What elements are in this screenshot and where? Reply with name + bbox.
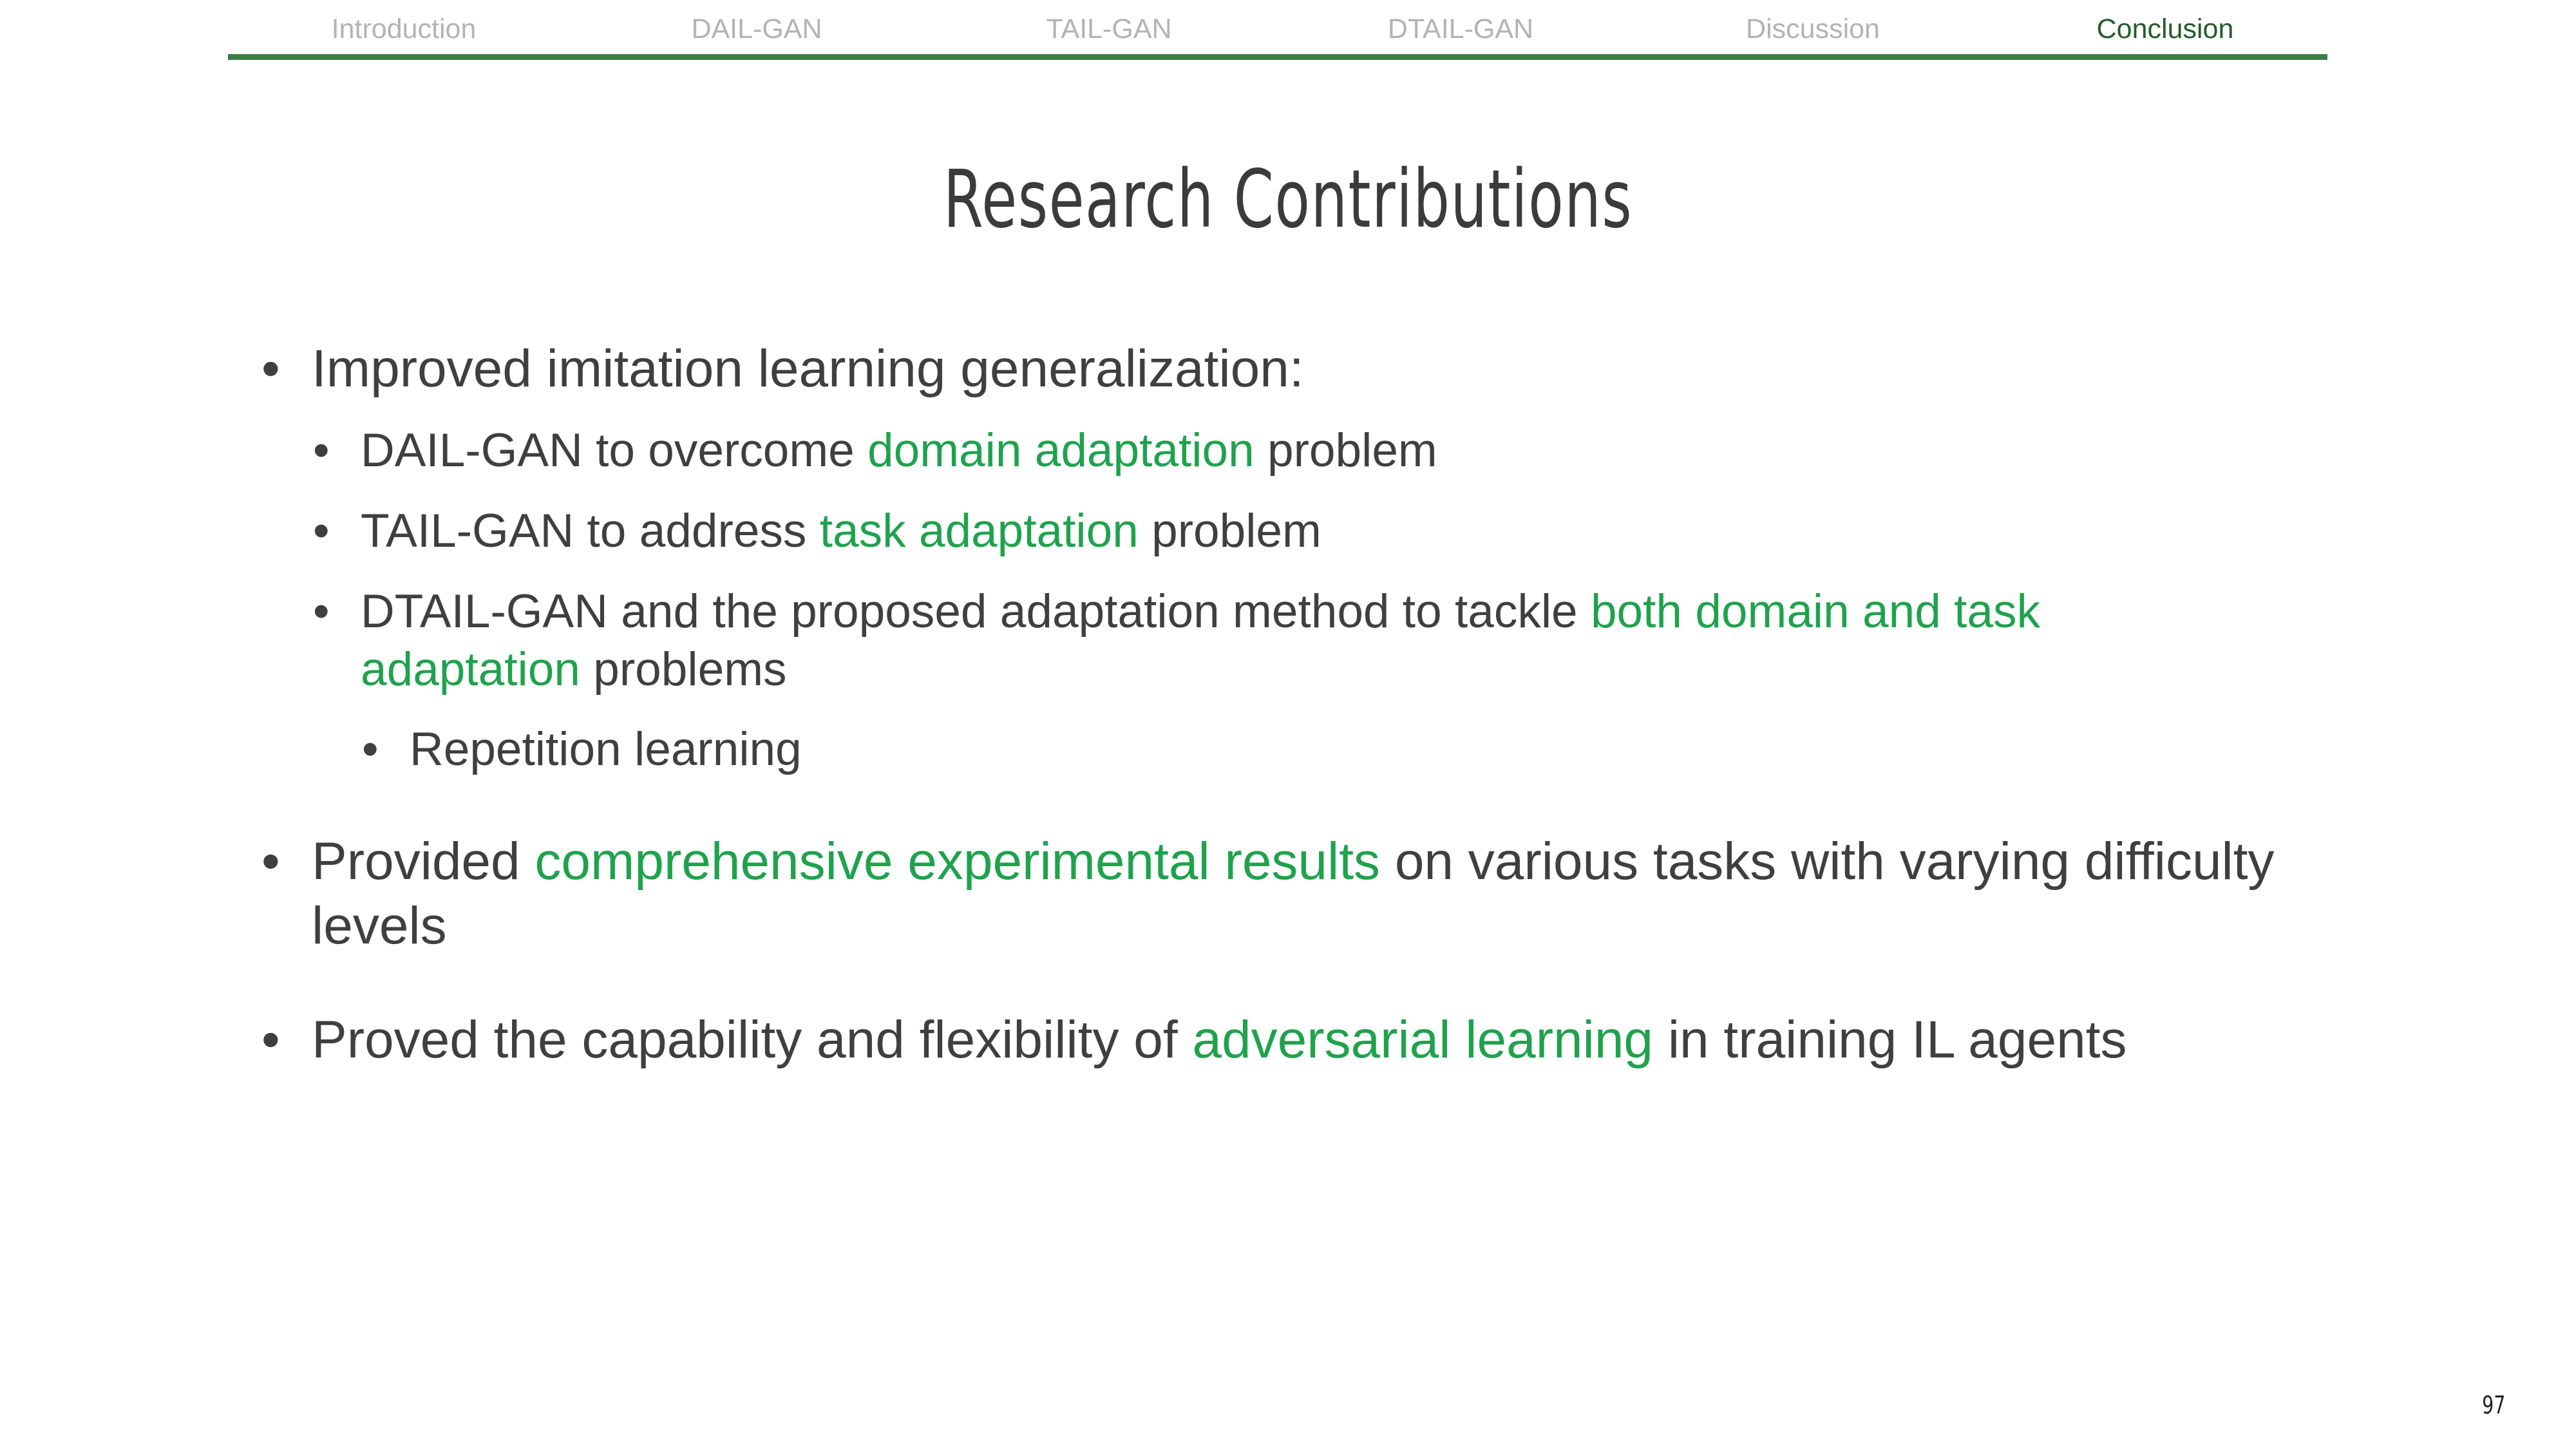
bullet-adversarial-learning: • Proved the capability and flexibility … xyxy=(261,1008,2127,1072)
subbullet-dtail-gan-continued: adaptation problems xyxy=(361,640,787,699)
nav-item-conclusion[interactable]: Conclusion xyxy=(2096,14,2234,44)
bullet-text: Improved imitation learning generalizati… xyxy=(312,339,1304,398)
bullet-text: DTAIL-GAN and the proposed adaptation me… xyxy=(361,585,1591,638)
bullet-dot: • xyxy=(313,424,330,477)
highlight-text: domain adaptation xyxy=(867,424,1255,477)
nav-item-tail-gan[interactable]: TAIL-GAN xyxy=(1046,14,1172,44)
subsubbullet-repetition-learning: • Repetition learning xyxy=(362,720,802,779)
nav-item-dail-gan[interactable]: DAIL-GAN xyxy=(691,14,822,44)
bullet-dot: • xyxy=(362,723,379,775)
highlight-text: adversarial learning xyxy=(1192,1010,1654,1069)
highlight-text: comprehensive experimental results xyxy=(535,832,1381,891)
bullet-text: DAIL-GAN to overcome xyxy=(361,424,868,477)
bullet-dot: • xyxy=(261,339,280,398)
bullet-experimental-results-continued: levels xyxy=(312,894,447,958)
bullet-text: Provided xyxy=(312,832,535,891)
slide-title: Research Contributions xyxy=(943,153,1633,246)
nav-divider xyxy=(228,54,2327,60)
nav-item-dtail-gan[interactable]: DTAIL-GAN xyxy=(1387,14,1534,44)
bullet-generalization: • Improved imitation learning generaliza… xyxy=(261,337,1304,401)
bullet-text: problems xyxy=(580,643,787,696)
bullet-experimental-results: • Provided comprehensive experimental re… xyxy=(261,829,2275,894)
bullet-text: levels xyxy=(312,896,447,955)
bullet-text: TAIL-GAN to address xyxy=(361,505,820,557)
bullet-dot: • xyxy=(261,832,280,891)
page-number: 97 xyxy=(2481,1391,2505,1419)
bullet-text: Proved the capability and flexibility of xyxy=(312,1010,1193,1069)
bullet-text: problem xyxy=(1138,505,1321,557)
bullet-text: in training IL agents xyxy=(1653,1010,2127,1069)
subbullet-dtail-gan: • DTAIL-GAN and the proposed adaptation … xyxy=(313,582,2040,641)
bullet-text: on various tasks with varying difficulty xyxy=(1380,832,2275,891)
bullet-dot: • xyxy=(313,505,330,557)
subbullet-tail-gan: • TAIL-GAN to address task adaptation pr… xyxy=(313,502,1321,560)
highlight-text: both domain and task xyxy=(1590,585,2040,638)
bullet-text: problem xyxy=(1254,424,1437,477)
nav-item-discussion[interactable]: Discussion xyxy=(1746,14,1880,44)
nav-item-introduction[interactable]: Introduction xyxy=(331,14,477,44)
highlight-text: adaptation xyxy=(361,643,580,696)
highlight-text: task adaptation xyxy=(819,505,1139,557)
bullet-dot: • xyxy=(313,585,330,638)
subbullet-dail-gan: • DAIL-GAN to overcome domain adaptation… xyxy=(313,421,1437,480)
bullet-dot: • xyxy=(261,1010,280,1069)
bullet-text: Repetition learning xyxy=(410,723,802,775)
